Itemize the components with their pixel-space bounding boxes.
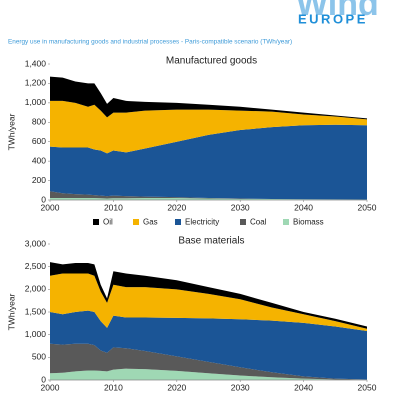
y-tick-label: 2,500 bbox=[25, 261, 47, 271]
logo-top: Wind bbox=[296, 0, 379, 23]
x-tick-label: 2020 bbox=[167, 202, 186, 212]
y-axis-label: TWh/year bbox=[6, 113, 16, 150]
legend-swatch bbox=[93, 219, 99, 225]
x-tick-label: 2010 bbox=[104, 382, 123, 392]
area bbox=[50, 368, 367, 380]
x-tick-label: 2050 bbox=[358, 382, 377, 392]
logo-bottom: EUROPE bbox=[298, 11, 368, 26]
y-tick-label: 1,500 bbox=[25, 306, 47, 316]
subtitle: Energy use in manufacturing goods and in… bbox=[8, 39, 292, 46]
y-tick-label: 200 bbox=[32, 175, 46, 185]
y-tick-label: 600 bbox=[32, 136, 46, 146]
area bbox=[50, 124, 367, 200]
legend-label: Gas bbox=[143, 218, 158, 227]
legend-label: Oil bbox=[103, 218, 113, 227]
y-tick-label: 0 bbox=[41, 374, 46, 384]
area bbox=[50, 191, 367, 200]
x-tick-label: 2030 bbox=[231, 202, 250, 212]
x-tick-label: 2040 bbox=[294, 202, 313, 212]
legend-label: Biomass bbox=[293, 218, 324, 227]
y-tick-label: 400 bbox=[32, 155, 46, 165]
x-tick-label: 2050 bbox=[358, 202, 377, 212]
y-tick-label: 1,000 bbox=[25, 329, 47, 339]
legend-swatch bbox=[175, 219, 181, 225]
legend-label: Electricity bbox=[185, 218, 219, 227]
x-tick-label: 2020 bbox=[167, 382, 186, 392]
chart-title: Manufactured goods bbox=[166, 56, 257, 67]
y-tick-label: 2,000 bbox=[25, 284, 47, 294]
area bbox=[50, 198, 367, 200]
legend-label: Coal bbox=[250, 218, 267, 227]
y-tick-label: 1,400 bbox=[25, 58, 47, 68]
legend-swatch bbox=[240, 219, 246, 225]
x-tick-label: 2040 bbox=[294, 382, 313, 392]
x-tick-label: 2000 bbox=[41, 202, 60, 212]
area bbox=[50, 343, 367, 380]
y-tick-label: 1,200 bbox=[25, 78, 47, 88]
chart-title: Base materials bbox=[178, 236, 244, 247]
area bbox=[50, 76, 367, 120]
y-tick-label: 3,000 bbox=[25, 238, 47, 248]
x-tick-label: 2030 bbox=[231, 382, 250, 392]
y-tick-label: 500 bbox=[32, 352, 46, 362]
legend-swatch bbox=[133, 219, 139, 225]
y-tick-label: 1,000 bbox=[25, 97, 47, 107]
area bbox=[50, 100, 367, 154]
y-tick-label: 800 bbox=[32, 117, 46, 127]
y-tick-label: 0 bbox=[41, 194, 46, 204]
area bbox=[50, 262, 367, 329]
area bbox=[50, 273, 367, 332]
x-tick-label: 2000 bbox=[41, 382, 60, 392]
legend-swatch bbox=[283, 219, 289, 225]
x-tick-label: 2010 bbox=[104, 202, 123, 212]
area bbox=[50, 310, 367, 380]
y-axis-label: TWh/year bbox=[6, 293, 16, 330]
